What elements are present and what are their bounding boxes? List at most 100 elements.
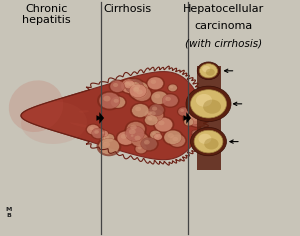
Circle shape	[190, 127, 226, 156]
Circle shape	[130, 82, 140, 90]
Circle shape	[124, 80, 135, 89]
Circle shape	[168, 133, 187, 148]
Circle shape	[162, 129, 184, 146]
Circle shape	[127, 122, 145, 136]
Circle shape	[129, 131, 150, 148]
Text: carcinoma: carcinoma	[194, 21, 253, 31]
Circle shape	[184, 118, 194, 126]
Polygon shape	[186, 112, 191, 124]
Circle shape	[94, 130, 99, 134]
Circle shape	[192, 109, 195, 111]
Circle shape	[129, 134, 137, 139]
Circle shape	[146, 76, 165, 91]
Circle shape	[152, 132, 156, 135]
Circle shape	[197, 62, 220, 80]
Circle shape	[100, 130, 109, 137]
Circle shape	[109, 80, 126, 93]
Circle shape	[158, 120, 164, 125]
Circle shape	[155, 135, 158, 137]
Circle shape	[150, 131, 161, 139]
Circle shape	[100, 136, 109, 143]
Circle shape	[145, 107, 165, 123]
Circle shape	[102, 132, 105, 134]
Circle shape	[111, 97, 125, 108]
Circle shape	[202, 66, 210, 72]
Circle shape	[121, 79, 139, 93]
Circle shape	[133, 87, 151, 101]
Circle shape	[170, 86, 173, 88]
Circle shape	[190, 90, 226, 118]
Circle shape	[85, 124, 101, 135]
Circle shape	[99, 138, 119, 155]
Circle shape	[116, 130, 136, 146]
Circle shape	[129, 80, 150, 96]
Circle shape	[192, 130, 200, 136]
Circle shape	[129, 83, 148, 98]
Circle shape	[194, 130, 223, 153]
Circle shape	[124, 82, 131, 87]
Circle shape	[121, 134, 127, 139]
Circle shape	[208, 114, 217, 121]
Circle shape	[146, 109, 164, 122]
Polygon shape	[21, 72, 202, 160]
Circle shape	[168, 84, 177, 91]
Circle shape	[133, 87, 139, 92]
Circle shape	[89, 126, 94, 130]
Circle shape	[189, 106, 200, 116]
Circle shape	[130, 102, 151, 119]
Circle shape	[172, 137, 178, 141]
Circle shape	[167, 84, 178, 92]
Circle shape	[154, 133, 162, 140]
Circle shape	[149, 104, 164, 116]
Circle shape	[134, 84, 140, 89]
Circle shape	[123, 124, 146, 143]
Circle shape	[114, 99, 119, 103]
Circle shape	[160, 93, 180, 108]
Circle shape	[164, 130, 182, 144]
Ellipse shape	[21, 101, 87, 144]
Circle shape	[187, 112, 207, 128]
Ellipse shape	[9, 80, 63, 132]
Text: Hepatocellular: Hepatocellular	[183, 4, 264, 13]
Text: (with cirrhosis): (with cirrhosis)	[185, 39, 262, 49]
Circle shape	[102, 137, 105, 140]
Circle shape	[100, 131, 108, 137]
Circle shape	[129, 84, 147, 98]
Circle shape	[97, 137, 122, 156]
Ellipse shape	[70, 122, 98, 130]
Circle shape	[90, 127, 106, 139]
Circle shape	[133, 88, 140, 93]
Ellipse shape	[79, 110, 89, 113]
Circle shape	[147, 103, 166, 117]
Circle shape	[154, 94, 160, 98]
Circle shape	[113, 83, 118, 87]
Circle shape	[203, 100, 221, 114]
Circle shape	[125, 126, 145, 141]
Circle shape	[143, 114, 159, 126]
Circle shape	[130, 85, 148, 99]
Circle shape	[183, 118, 195, 126]
Circle shape	[136, 89, 143, 95]
Circle shape	[131, 85, 153, 103]
Circle shape	[210, 116, 213, 118]
Circle shape	[102, 133, 115, 143]
Circle shape	[132, 104, 149, 117]
Circle shape	[189, 114, 206, 127]
Circle shape	[145, 115, 158, 126]
Circle shape	[190, 107, 200, 115]
Circle shape	[177, 106, 190, 117]
Circle shape	[103, 96, 111, 101]
Circle shape	[169, 134, 185, 147]
Circle shape	[182, 109, 204, 126]
Circle shape	[109, 95, 127, 109]
Text: Chronic
hepatitis: Chronic hepatitis	[22, 4, 71, 25]
Circle shape	[97, 91, 122, 110]
Circle shape	[99, 93, 120, 109]
Circle shape	[92, 128, 105, 139]
Circle shape	[110, 81, 125, 92]
Circle shape	[138, 146, 142, 149]
Circle shape	[119, 78, 141, 95]
Circle shape	[147, 117, 152, 121]
Circle shape	[103, 134, 114, 142]
Circle shape	[153, 116, 175, 133]
